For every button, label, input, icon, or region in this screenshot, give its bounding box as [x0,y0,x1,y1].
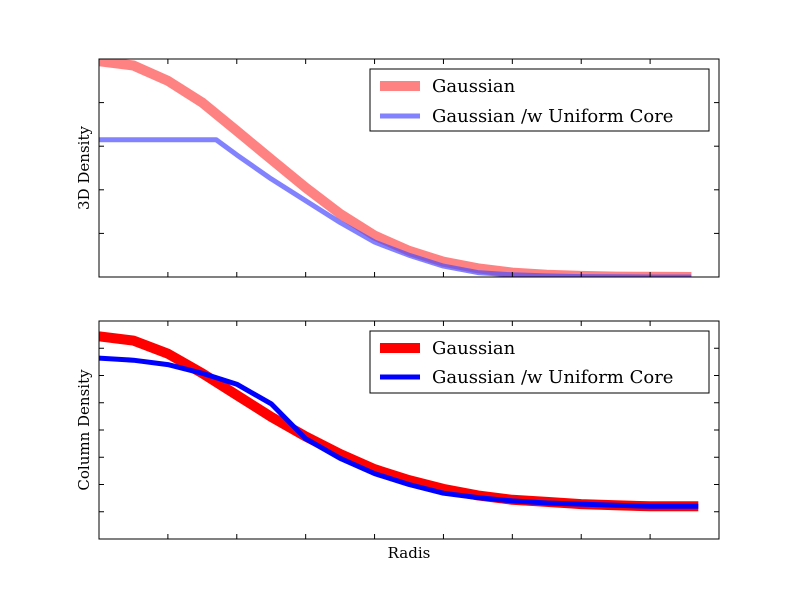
bottom-chart-axes-frame [98,320,720,540]
top-chart-legend-label-uniform-core: Gaussian /w Uniform Core [432,106,673,127]
bottom-chart-panel: Column Density Radis Gaussian Gaussian /… [75,320,720,562]
bottom-chart-series-line-uniform-core [99,355,699,509]
bottom-chart-legend: Gaussian Gaussian /w Uniform Core [369,330,710,394]
bottom-chart-legend-label-uniform-core: Gaussian /w Uniform Core [432,367,673,388]
top-chart-ticks [99,58,719,277]
bottom-chart-legend-box [369,330,710,394]
bottom-chart-series-layer [99,331,699,512]
bottom-chart-legend-label-gaussian: Gaussian [432,338,516,359]
top-chart-legend-box [369,68,710,132]
bottom-chart-ticks [99,321,719,539]
bottom-chart-x-axis-label: Radis [388,544,431,562]
top-chart-y-axis-label: 3D Density [75,126,93,210]
bottom-chart-y-axis-label: Column Density [75,369,93,491]
top-chart-legend-label-gaussian: Gaussian [432,76,516,97]
top-chart-panel: 3D Density Gaussian Gaussian /w Uniform … [75,58,720,278]
top-chart-axes-frame [98,58,720,278]
top-chart-legend: Gaussian Gaussian /w Uniform Core [369,68,710,132]
